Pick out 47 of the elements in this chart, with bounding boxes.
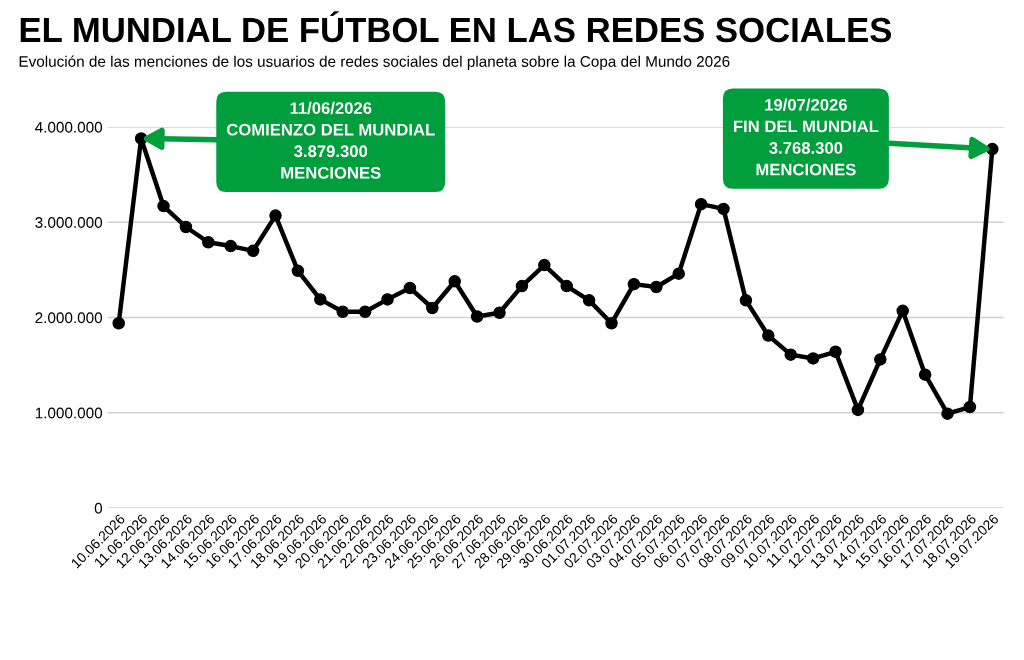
point: [627, 277, 641, 291]
point: [874, 353, 887, 366]
point: [560, 279, 573, 293]
point: [851, 403, 865, 417]
y-tick-label: 0: [94, 502, 103, 514]
point: [538, 258, 551, 272]
point: [806, 352, 820, 365]
point: [896, 304, 909, 318]
point: [605, 316, 618, 330]
y-tick-label: 3.000.000: [35, 217, 103, 228]
y-tick-label: 1.000.000: [35, 407, 103, 419]
point: [112, 316, 125, 330]
point: [829, 345, 842, 359]
point: [291, 264, 305, 278]
point: [672, 267, 685, 280]
point: [426, 301, 439, 315]
point: [470, 310, 484, 323]
point: [762, 329, 775, 342]
point: [963, 400, 977, 414]
point: [694, 197, 708, 211]
chart-title: EL MUNDIAL DE FÚTBOL EN LAS REDES SOCIALES: [20, 11, 892, 43]
point: [269, 209, 282, 222]
point: [650, 280, 663, 294]
point: [179, 220, 193, 234]
point: [717, 202, 730, 216]
point: [314, 293, 327, 306]
point: [202, 235, 215, 249]
point: [784, 348, 797, 361]
annotation: 19/07/2026 FIN DEL MUNDIAL 3.768.300 MENCIONES: [734, 98, 879, 176]
point: [336, 305, 349, 319]
point: [515, 279, 529, 293]
y-tick-label: 4.000.000: [35, 121, 103, 133]
point: [381, 293, 394, 306]
point: [739, 294, 753, 307]
annotation: 11/06/2026 COMIENZO DEL MUNDIAL 3.879.300 MENCIONES: [226, 101, 435, 179]
point: [246, 244, 260, 258]
y-tick-label: 2.000.000: [35, 312, 103, 324]
point: [224, 239, 237, 253]
point: [941, 407, 954, 420]
point: [448, 275, 461, 288]
point: [918, 368, 932, 381]
point: [403, 281, 417, 295]
point: [157, 199, 170, 213]
point: [582, 294, 596, 307]
point: [358, 305, 372, 319]
point: [493, 306, 506, 319]
chart-subtitle: Evolución de las menciones de los usuarios de redes sociales del planeta sobre la Copa del Mundo 2026: [19, 55, 730, 70]
